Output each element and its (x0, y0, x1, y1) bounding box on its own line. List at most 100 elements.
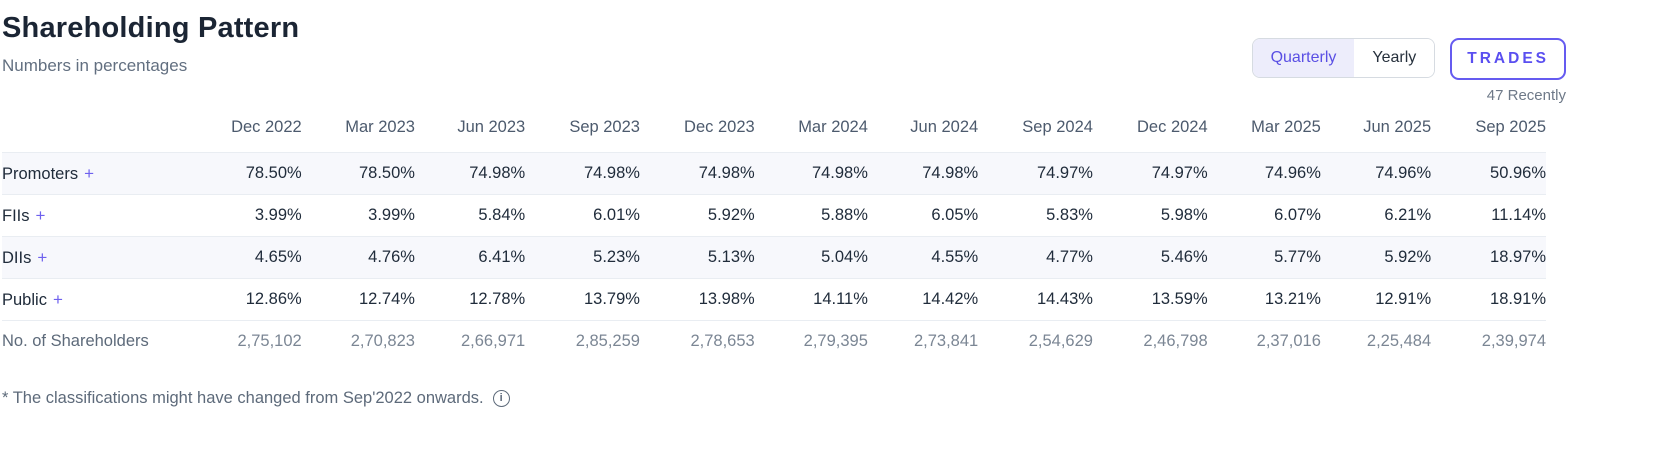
page-subtitle: Numbers in percentages (2, 56, 188, 75)
cell-fiis-dec-2024: 5.98% (1092, 194, 1208, 237)
cell-public-sep-2025: 18.91% (1431, 278, 1546, 321)
column-header-jun-2023: Jun 2023 (457, 118, 526, 136)
cell-public-dec-2022: 12.86% (187, 278, 302, 321)
cell-no-of-shareholders-jun-2024: 2,73,841 (867, 320, 979, 363)
shareholding-table-wrap: Dec 2022 Mar 2023 Jun 2023 Sep 2023 Dec 2023… (2, 112, 1668, 363)
row-label-cell: Promoters + (2, 152, 187, 195)
cell-promoters-mar-2025: 74.96% (1207, 152, 1321, 195)
table-row-promoters: Promoters +78.50% 78.50% 74.98% 74.98% 74.98%… (2, 152, 1546, 195)
cell-diis-jun-2023: 6.41% (414, 236, 526, 279)
trades-group: TRADES 47 Recently (1450, 38, 1566, 104)
cell-promoters-jun-2023: 74.98% (414, 152, 526, 195)
cell-fiis-jun-2023: 5.84% (414, 194, 526, 237)
cell-promoters-jun-2025: 74.96% (1320, 152, 1432, 195)
column-header-jun-2025: Jun 2025 (1363, 118, 1432, 136)
cell-fiis-dec-2022: 3.99% (187, 194, 302, 237)
cell-fiis-jun-2024: 6.05% (867, 194, 979, 237)
row-label-diis: DIIs (2, 248, 32, 267)
cell-diis-sep-2025: 18.97% (1431, 236, 1546, 279)
cell-diis-mar-2023: 4.76% (301, 236, 415, 279)
trades-button[interactable]: TRADES (1450, 38, 1566, 80)
cell-promoters-mar-2024: 74.98% (754, 152, 868, 195)
trades-recent-count: 47 Recently (1486, 87, 1566, 104)
cell-diis-jun-2024: 4.55% (867, 236, 979, 279)
toggle-yearly[interactable]: Yearly (1354, 39, 1435, 77)
cell-fiis-jun-2025: 6.21% (1320, 194, 1432, 237)
row-label-promoters: Promoters (2, 164, 79, 183)
row-label-cell: DIIs + (2, 236, 187, 279)
footnote-text: * The classifications might have changed… (2, 388, 484, 407)
cell-fiis-dec-2023: 5.92% (639, 194, 755, 237)
cell-no-of-shareholders-mar-2023: 2,70,823 (301, 320, 415, 363)
table-row-fiis: FIIs +3.99% 3.99% 5.84% 6.01% 5.92% 5.88% 6.05%… (2, 194, 1546, 237)
cell-no-of-shareholders-mar-2025: 2,37,016 (1207, 320, 1321, 363)
page-title: Shareholding Pattern (2, 12, 300, 44)
row-label-column-header (2, 112, 187, 153)
column-header-sep-2025: Sep 2025 (1475, 118, 1546, 136)
row-label-cell: Public + (2, 278, 187, 321)
column-header-mar-2025: Mar 2025 (1251, 118, 1321, 136)
cell-fiis-mar-2025: 6.07% (1207, 194, 1321, 237)
cell-promoters-jun-2024: 74.98% (867, 152, 979, 195)
cell-diis-mar-2024: 5.04% (754, 236, 868, 279)
column-header-sep-2023: Sep 2023 (569, 118, 640, 136)
cell-public-mar-2024: 14.11% (754, 278, 868, 321)
cell-no-of-shareholders-dec-2024: 2,46,798 (1092, 320, 1208, 363)
row-label-cell: FIIs + (2, 194, 187, 237)
cell-no-of-shareholders-dec-2022: 2,75,102 (187, 320, 302, 363)
cell-no-of-shareholders-jun-2023: 2,66,971 (414, 320, 526, 363)
cell-public-sep-2024: 14.43% (978, 278, 1093, 321)
table-row-diis: DIIs +4.65% 4.76% 6.41% 5.23% 5.13% 5.04% 4.55%… (2, 236, 1546, 279)
cell-fiis-mar-2024: 5.88% (754, 194, 868, 237)
cell-public-mar-2023: 12.74% (301, 278, 415, 321)
period-toggle: Quarterly Yearly (1251, 38, 1436, 78)
cell-no-of-shareholders-sep-2023: 2,85,259 (525, 320, 640, 363)
cell-no-of-shareholders-jun-2025: 2,25,484 (1320, 320, 1432, 363)
expand-icon-fiis[interactable]: + (35, 205, 46, 225)
cell-public-dec-2024: 13.59% (1092, 278, 1208, 321)
cell-no-of-shareholders-mar-2024: 2,79,395 (754, 320, 868, 363)
cell-fiis-mar-2023: 3.99% (301, 194, 415, 237)
column-header-dec-2024: Dec 2024 (1137, 118, 1208, 136)
cell-promoters-dec-2024: 74.97% (1092, 152, 1208, 195)
cell-public-dec-2023: 13.98% (639, 278, 755, 321)
header-controls: Quarterly Yearly TRADES 47 Recently (1251, 38, 1566, 104)
column-header-mar-2024: Mar 2024 (798, 118, 868, 136)
column-header-dec-2022: Dec 2022 (231, 118, 302, 136)
cell-promoters-sep-2023: 74.98% (525, 152, 640, 195)
cell-promoters-dec-2023: 74.98% (639, 152, 755, 195)
row-label-public: Public (2, 290, 47, 309)
table-row-no-of-shareholders: No. of Shareholders 2,75,102 2,70,823 2,66,… (2, 320, 1546, 363)
cell-no-of-shareholders-sep-2024: 2,54,629 (978, 320, 1093, 363)
expand-icon-promoters[interactable]: + (84, 163, 95, 183)
cell-public-jun-2024: 14.42% (867, 278, 979, 321)
cell-promoters-mar-2023: 78.50% (301, 152, 415, 195)
expand-icon-public[interactable]: + (52, 289, 63, 309)
cell-fiis-sep-2025: 11.14% (1431, 194, 1546, 237)
cell-public-sep-2023: 13.79% (525, 278, 640, 321)
cell-public-jun-2023: 12.78% (414, 278, 526, 321)
shareholding-table: Dec 2022 Mar 2023 Jun 2023 Sep 2023 Dec 2023… (2, 112, 1546, 363)
table-row-public: Public +12.86% 12.74% 12.78% 13.79% 13.98% 14.… (2, 278, 1546, 321)
info-icon[interactable]: i (492, 389, 510, 407)
row-label-cell: No. of Shareholders (2, 320, 187, 363)
cell-diis-mar-2025: 5.77% (1207, 236, 1321, 279)
cell-fiis-sep-2023: 6.01% (525, 194, 640, 237)
row-label-fiis: FIIs (2, 206, 30, 225)
cell-public-mar-2025: 13.21% (1207, 278, 1321, 321)
toggle-quarterly[interactable]: Quarterly (1252, 39, 1355, 77)
cell-promoters-sep-2024: 74.97% (978, 152, 1093, 195)
table-header-row: Dec 2022 Mar 2023 Jun 2023 Sep 2023 Dec 2023… (2, 112, 1546, 153)
cell-promoters-sep-2025: 50.96% (1431, 152, 1546, 195)
cell-diis-jun-2025: 5.92% (1320, 236, 1432, 279)
cell-fiis-sep-2024: 5.83% (978, 194, 1093, 237)
column-header-mar-2023: Mar 2023 (345, 118, 415, 136)
cell-diis-sep-2024: 4.77% (978, 236, 1093, 279)
cell-diis-dec-2024: 5.46% (1092, 236, 1208, 279)
cell-no-of-shareholders-sep-2025: 2,39,974 (1431, 320, 1546, 363)
classification-footnote: * The classifications might have changed… (2, 389, 1668, 408)
column-header-sep-2024: Sep 2024 (1022, 118, 1093, 136)
expand-icon-diis[interactable]: + (37, 247, 48, 267)
row-label-no-of-shareholders: No. of Shareholders (2, 332, 149, 351)
